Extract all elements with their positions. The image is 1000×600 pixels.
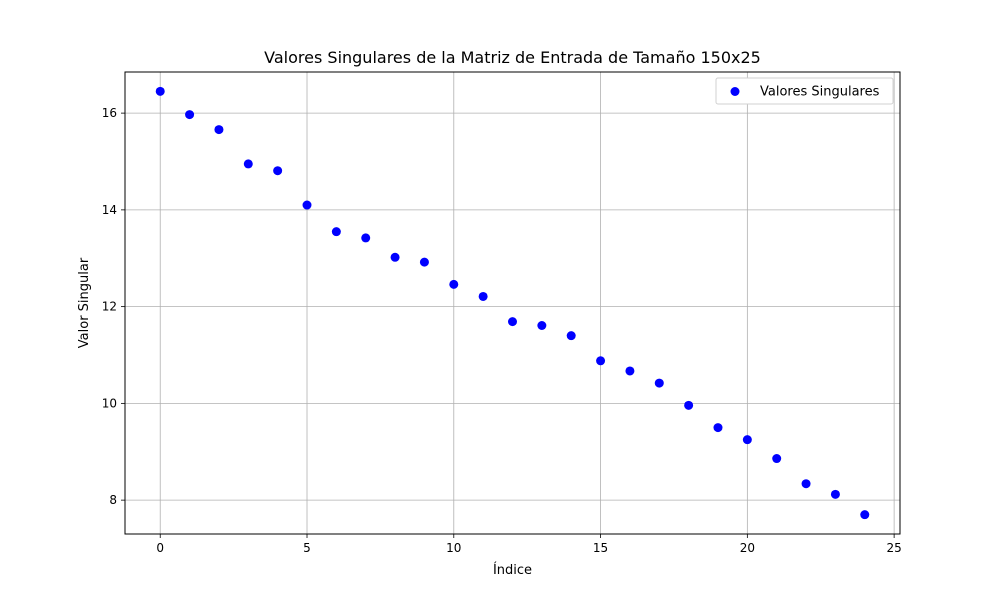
y-tick-label: 8 bbox=[109, 493, 117, 507]
data-point bbox=[654, 378, 664, 388]
y-tick-label: 16 bbox=[102, 106, 117, 120]
data-point bbox=[508, 317, 517, 327]
data-point bbox=[801, 479, 811, 489]
data-point bbox=[684, 400, 694, 410]
data-point bbox=[713, 423, 723, 433]
axis-ticks: 0 5 10 15 20 25 8 10 12 14 16 bbox=[102, 106, 902, 555]
x-axis-title: Índice bbox=[493, 562, 532, 578]
data-point bbox=[302, 200, 312, 210]
data-point bbox=[449, 279, 459, 289]
x-tick-label: 25 bbox=[886, 541, 901, 555]
x-tick-label: 0 bbox=[156, 541, 164, 555]
data-point bbox=[625, 366, 635, 376]
legend-label: Valores Singulares bbox=[760, 85, 880, 100]
data-point bbox=[390, 252, 400, 262]
data-point bbox=[830, 489, 840, 499]
data-point bbox=[537, 320, 547, 330]
legend: Valores Singulares bbox=[715, 77, 894, 105]
x-tick-label: 15 bbox=[593, 541, 608, 555]
x-tick-label: 5 bbox=[303, 541, 311, 555]
data-point bbox=[273, 166, 283, 176]
y-tick-label: 10 bbox=[102, 396, 117, 410]
plot-area-frame bbox=[124, 71, 901, 535]
data-point bbox=[155, 86, 165, 96]
data-point bbox=[243, 159, 253, 169]
data-point bbox=[860, 510, 870, 520]
data-point bbox=[772, 454, 782, 464]
legend-box bbox=[715, 77, 894, 105]
data-point bbox=[478, 291, 488, 301]
data-points bbox=[155, 86, 870, 520]
data-point bbox=[419, 257, 429, 267]
data-point bbox=[185, 110, 195, 120]
data-point bbox=[214, 125, 224, 135]
data-point bbox=[331, 227, 341, 237]
data-point bbox=[566, 331, 576, 341]
grid bbox=[125, 72, 900, 534]
chart-title: Valores Singulares de la Matriz de Entra… bbox=[264, 48, 761, 67]
x-tick-label: 10 bbox=[446, 541, 461, 555]
data-point bbox=[361, 233, 371, 243]
y-tick-label: 14 bbox=[102, 203, 117, 217]
y-axis-title: Valor Singular bbox=[77, 257, 92, 348]
y-tick-label: 12 bbox=[102, 300, 117, 314]
data-point bbox=[742, 435, 752, 445]
x-tick-label: 20 bbox=[740, 541, 755, 555]
legend-marker bbox=[730, 87, 740, 96]
data-point bbox=[596, 356, 606, 366]
